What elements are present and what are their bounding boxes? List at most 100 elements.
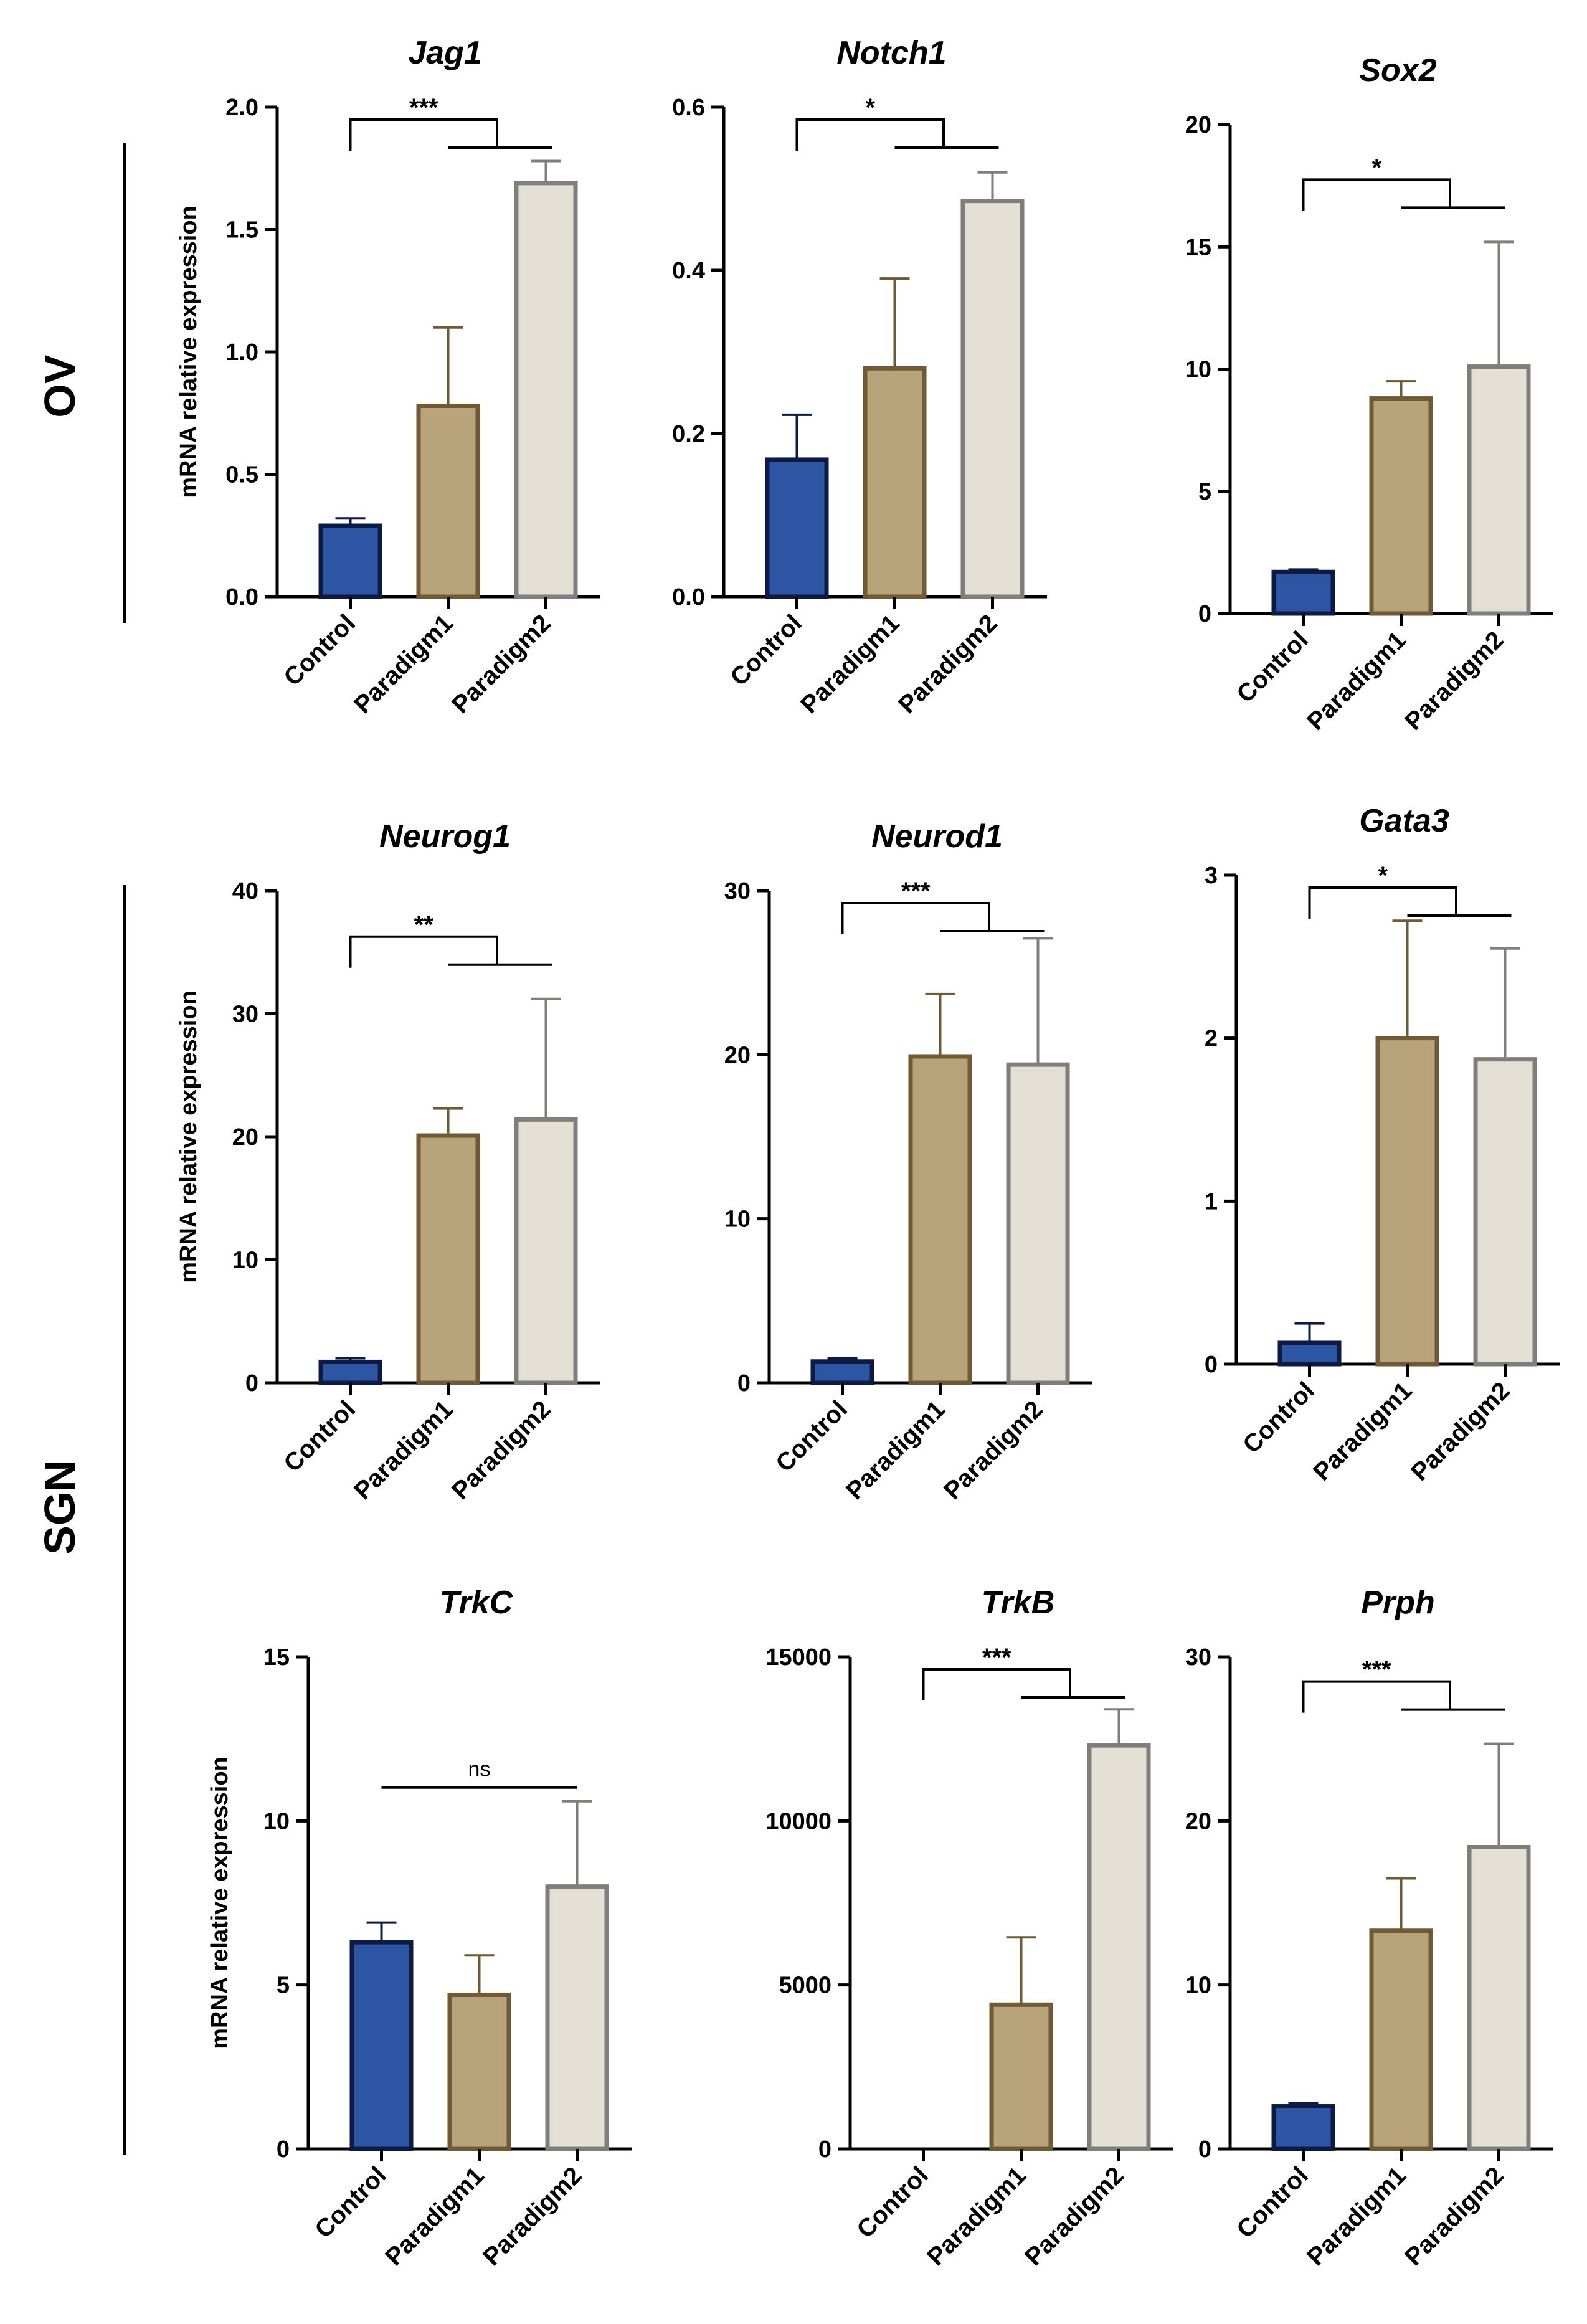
bar-control	[1271, 569, 1335, 616]
bar-control	[318, 1359, 382, 1385]
y-tick-label: 10	[263, 1808, 290, 1834]
bar-paradigm1	[416, 403, 480, 599]
significance-bracket	[1302, 178, 1451, 211]
x-tick-label: Paradigm2	[893, 609, 1003, 719]
bar-paradigm2	[545, 1884, 609, 2151]
bar-paradigm2	[1087, 1743, 1151, 2151]
y-axis-label: mRNA relative expression	[176, 206, 202, 498]
chart-title: Neurog1	[379, 818, 511, 855]
bar-paradigm2	[1467, 1844, 1531, 2151]
y-tick-label: 0	[1198, 2137, 1211, 2163]
y-tick-label: 2	[1205, 1026, 1218, 1052]
chart-title: Prph	[1361, 1585, 1434, 1621]
y-tick-label: 0.5	[225, 462, 258, 488]
significance-label: *	[865, 94, 875, 121]
y-tick-label: 5000	[779, 1973, 831, 1999]
y-tick-label: 0	[245, 1370, 258, 1397]
bar-control	[349, 1940, 414, 2151]
significance-bracket	[349, 935, 498, 968]
sgn-group-label: SGN	[36, 1460, 84, 1555]
chart-title: TrkC	[440, 1585, 514, 1621]
x-tick-label: Paradigm1	[1302, 626, 1411, 736]
significance-label: *	[1378, 862, 1388, 889]
y-tick-label: 30	[1185, 1644, 1211, 1671]
significance-label: **	[414, 911, 434, 939]
x-tick-label: Paradigm2	[447, 1395, 556, 1505]
y-tick-label: 1.0	[225, 339, 258, 366]
x-tick-label: Paradigm1	[1308, 1377, 1418, 1486]
x-tick-label: Paradigm1	[380, 2161, 490, 2271]
y-tick-label: 0	[1198, 601, 1211, 627]
bar-control	[1277, 1340, 1342, 1367]
chart-title: Gata3	[1359, 803, 1449, 839]
x-tick-label: Paradigm1	[795, 609, 905, 719]
charts: Jag1 mRNA relative expression 0.0 0.5 1.0 1.5…	[176, 35, 1560, 2271]
chart-7: TrkB 0 5000 10000 15000 ControlParadigm1Parad…	[765, 1585, 1173, 2271]
bar-paradigm1	[863, 366, 927, 599]
chart-0: Jag1 mRNA relative expression 0.0 0.5 1.0 1.5…	[176, 35, 600, 719]
x-tick-label: Paradigm2	[1400, 2161, 1509, 2271]
bar-control	[1271, 2104, 1335, 2151]
y-tick-label: 20	[232, 1124, 258, 1150]
y-tick-label: 30	[724, 878, 751, 904]
bar-paradigm2	[514, 181, 578, 599]
y-tick-label: 1.5	[225, 217, 258, 244]
significance-bracket	[1302, 1680, 1451, 1713]
bar-paradigm2	[1006, 1062, 1070, 1385]
x-tick-label: Control	[278, 1395, 361, 1477]
y-tick-label: 20	[724, 1042, 751, 1068]
chart-6: TrkC mRNA relative expression 0 5 10 15 Contro…	[207, 1585, 632, 2271]
bar-control	[765, 457, 829, 599]
x-tick-label: Paradigm2	[939, 1395, 1048, 1505]
y-tick-label: 5	[277, 1973, 290, 1999]
x-tick-label: Control	[310, 2161, 392, 2244]
x-tick-label: Paradigm2	[1020, 2161, 1129, 2271]
y-tick-label: 5	[1198, 479, 1211, 505]
y-tick-label: 0	[1205, 1352, 1218, 1378]
y-tick-label: 40	[232, 878, 258, 904]
y-tick-label: 2.0	[225, 95, 258, 121]
significance-label: *	[1371, 154, 1381, 181]
bar-paradigm2	[1473, 1057, 1537, 1367]
significance-label: ***	[982, 1644, 1011, 1671]
significance-bracket	[1308, 886, 1457, 919]
y-tick-label: 10	[724, 1207, 751, 1233]
x-tick-label: Control	[770, 1395, 853, 1477]
bar-paradigm1	[447, 1992, 511, 2151]
x-tick-label: Paradigm2	[1400, 626, 1509, 736]
y-tick-label: 10	[1185, 357, 1211, 383]
y-axis-label: mRNA relative expression	[207, 1757, 233, 2049]
y-tick-label: 1	[1205, 1188, 1218, 1215]
y-tick-label: 10	[232, 1248, 258, 1274]
x-tick-label: Control	[278, 609, 361, 691]
bar-paradigm1	[416, 1133, 480, 1385]
y-tick-label: 15	[263, 1644, 290, 1671]
chart-title: Sox2	[1359, 52, 1436, 88]
bar-paradigm2	[1467, 364, 1531, 616]
x-tick-label: Paradigm1	[841, 1395, 950, 1505]
chart-title: Notch1	[836, 35, 946, 71]
y-tick-label: 0.4	[672, 258, 705, 284]
x-tick-label: Paradigm2	[478, 2161, 587, 2271]
chart-title: Jag1	[408, 35, 482, 71]
x-tick-label: Paradigm2	[447, 609, 556, 719]
y-tick-label: 20	[1185, 112, 1211, 138]
chart-title: Neurod1	[871, 818, 1003, 855]
significance-bracket	[922, 1668, 1071, 1700]
y-axis-label: mRNA relative expression	[176, 990, 202, 1283]
significance-bracket	[349, 118, 498, 151]
bar-paradigm2	[960, 199, 1025, 599]
significance-label: ns	[468, 1758, 491, 1781]
x-tick-label: Control	[725, 609, 807, 691]
significance-label: ***	[409, 94, 438, 121]
x-tick-label: Paradigm2	[1406, 1377, 1515, 1486]
y-tick-label: 0.0	[225, 584, 258, 610]
y-tick-label: 10000	[765, 1808, 831, 1834]
y-tick-label: 15000	[765, 1644, 831, 1671]
x-tick-label: Paradigm1	[349, 609, 458, 719]
y-tick-label: 30	[232, 1002, 258, 1028]
